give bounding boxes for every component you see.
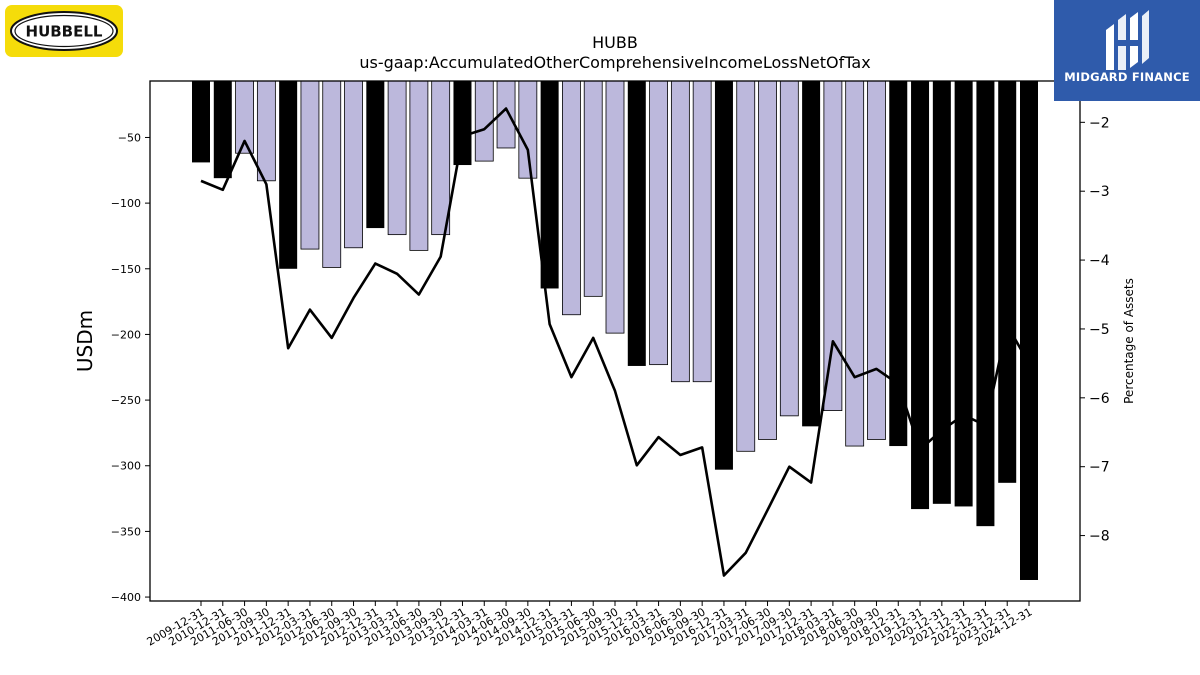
- bar-annual: [714, 81, 733, 470]
- bar-quarterly: [823, 80, 843, 412]
- percentage-of-assets-line: [200, 107, 1031, 577]
- y2-tick-label: −3: [1089, 184, 1110, 200]
- bar-quarterly: [845, 80, 865, 447]
- bar-quarterly: [562, 80, 581, 316]
- y-tick-label: −250: [111, 394, 141, 407]
- bar-annual: [932, 81, 951, 504]
- bar-quarterly: [256, 80, 276, 182]
- bar-quarterly: [474, 80, 494, 162]
- bar-quarterly: [583, 80, 603, 297]
- bar-quarterly: [605, 80, 625, 334]
- bar-annual: [954, 81, 973, 507]
- y-tick-label: −350: [111, 525, 141, 538]
- y2-axis-label: Percentage of Assets: [1122, 278, 1136, 404]
- y-tick-label: −300: [111, 460, 141, 473]
- bar-annual: [192, 81, 210, 163]
- y2-tick-label: −4: [1089, 253, 1110, 269]
- line-series: [200, 107, 1031, 577]
- bar-quarterly: [387, 80, 407, 236]
- bar-quarterly: [758, 80, 777, 440]
- y2-tick-label: −2: [1089, 115, 1110, 131]
- bar-annual: [366, 81, 385, 229]
- y-tick-label: −150: [111, 263, 141, 276]
- bar-quarterly: [344, 80, 363, 249]
- chart-title: HUBB: [592, 33, 638, 52]
- y2-tick-label: −5: [1089, 322, 1110, 338]
- hubbell-logo: HUBBELL: [5, 5, 123, 57]
- y-axis-right: −2 −3 −4 −5 −6 −7 −8: [1080, 115, 1110, 545]
- bar-annual: [213, 81, 232, 179]
- bar-quarterly: [670, 80, 690, 383]
- hubbell-logo-text: HUBBELL: [26, 23, 103, 41]
- y-tick-label: −100: [111, 197, 141, 210]
- bar-quarterly: [867, 80, 886, 440]
- y2-tick-label: −7: [1089, 460, 1110, 476]
- bar-quarterly: [322, 80, 342, 268]
- bar-series: [192, 80, 1038, 580]
- bar-annual: [976, 81, 995, 527]
- y-axis-left: −50 −100 −150 −200 −250 −300 −350 −400: [111, 131, 150, 604]
- y-tick-label: −200: [111, 328, 141, 341]
- midgard-logo-text: MIDGARD FINANCE: [1064, 70, 1190, 84]
- x-axis: 2009-12-312010-12-312011-06-302011-09-30…: [145, 601, 1035, 649]
- bar-quarterly: [300, 80, 320, 250]
- bar-annual: [279, 81, 298, 269]
- bar-annual: [1020, 81, 1038, 580]
- chart-subtitle: us-gaap:AccumulatedOtherComprehensiveInc…: [359, 53, 870, 72]
- bar-annual: [998, 81, 1017, 483]
- bar-quarterly: [692, 80, 712, 383]
- bar-annual: [453, 81, 472, 166]
- bar-quarterly: [518, 80, 538, 179]
- bar-quarterly: [649, 80, 668, 366]
- y-tick-label: −50: [118, 131, 141, 144]
- y-axis-label: USDm: [73, 310, 97, 372]
- midgard-mark-icon: [1106, 10, 1149, 70]
- bar-quarterly: [779, 80, 799, 417]
- bar-annual: [540, 81, 559, 289]
- bar-quarterly: [431, 80, 451, 236]
- bar-annual: [911, 81, 930, 510]
- bar-annual: [889, 81, 908, 447]
- y2-tick-label: −8: [1089, 529, 1110, 545]
- y-tick-label: −400: [111, 591, 141, 604]
- y2-tick-label: −6: [1089, 391, 1110, 407]
- bar-annual: [802, 81, 821, 427]
- bar-quarterly: [409, 80, 429, 251]
- bar-quarterly: [736, 80, 756, 452]
- midgard-finance-logo: MIDGARD FINANCE: [1054, 0, 1200, 101]
- bar-annual: [627, 81, 646, 366]
